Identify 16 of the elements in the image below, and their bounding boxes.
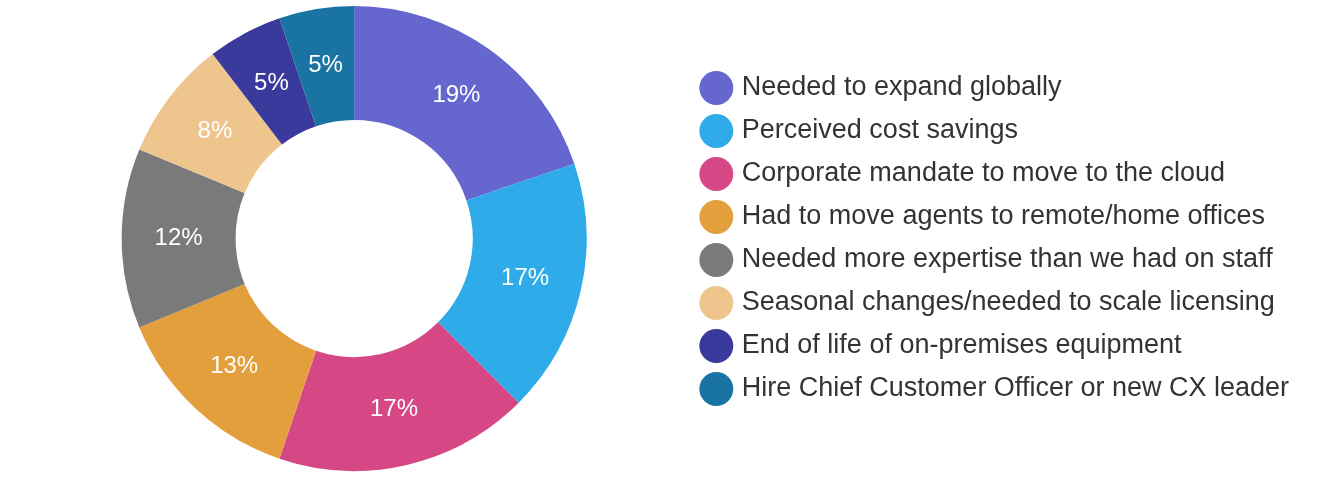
data-label: 8% [197, 116, 233, 144]
data-label: 5% [254, 68, 289, 96]
legend-label: Needed to expand globally [741, 71, 1063, 102]
legend-label: End of life of on-premises equipment [741, 329, 1183, 360]
legend-label: Needed more expertise than we had on staff [741, 243, 1274, 274]
legend-label: Corporate mandate to move to the cloud [741, 157, 1226, 188]
legend-label: Hire Chief Customer Officer or new CX leader [741, 372, 1290, 403]
legend-label: Perceived cost savings [741, 114, 1018, 145]
data-label: 13% [210, 351, 259, 379]
data-label: 17% [501, 262, 550, 290]
legend-label: Seasonal changes/needed to scale licensing [741, 286, 1275, 317]
data-label: 12% [154, 223, 203, 251]
legend-label: Had to move agents to remote/home offices [741, 200, 1266, 231]
data-label: 17% [369, 394, 419, 422]
data-label: 19% [432, 80, 481, 108]
data-label: 5% [308, 49, 343, 77]
